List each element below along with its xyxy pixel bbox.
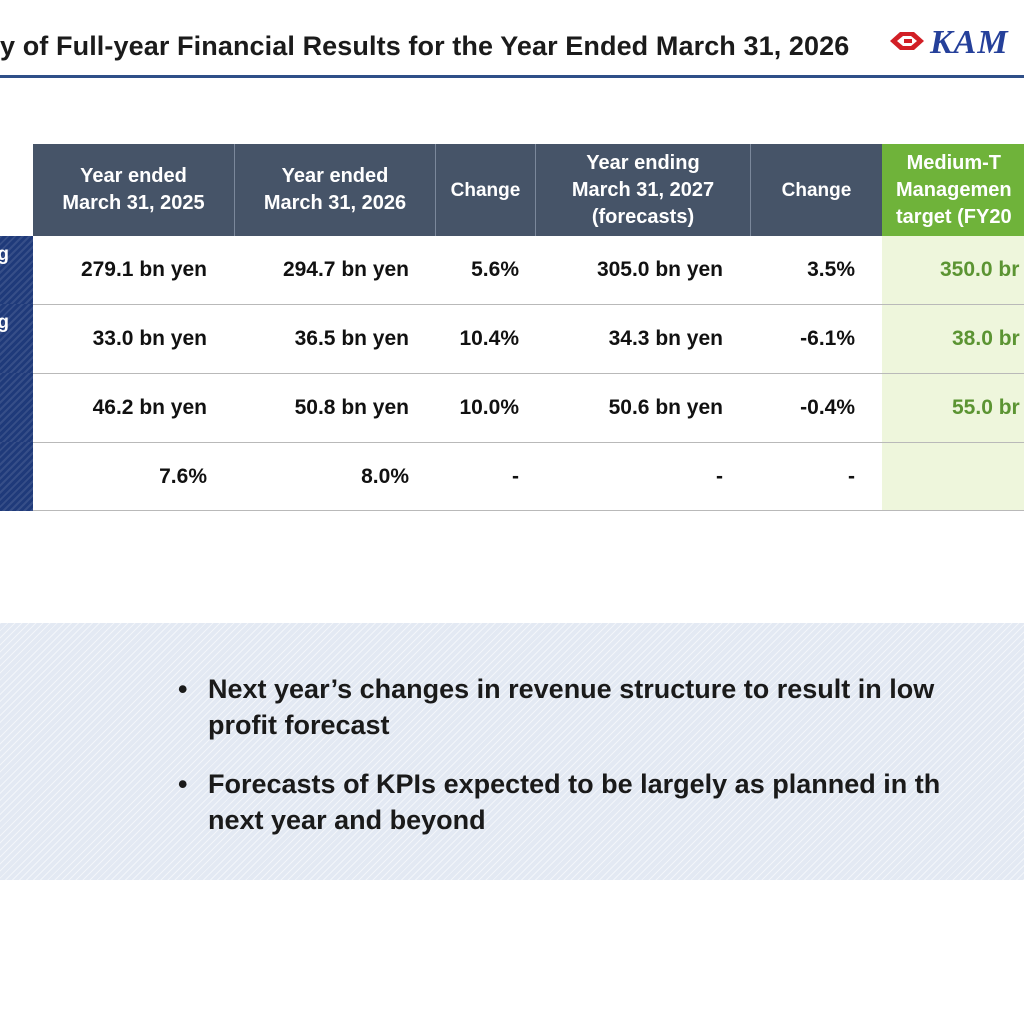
header-divider [234, 144, 235, 236]
title-divider [0, 75, 1024, 78]
cell-change-1: - [512, 465, 519, 488]
cell-change-2: -0.4% [800, 396, 855, 419]
header-divider [535, 144, 536, 236]
cell-change-2: - [848, 465, 855, 488]
header-fy2025: Year ended March 31, 2025 [33, 144, 234, 236]
cell-target: 350.0 br [940, 258, 1020, 281]
cell-change-1: 5.6% [471, 258, 519, 281]
row-divider [33, 373, 1024, 374]
header-divider [750, 144, 751, 236]
header-change-1: Change [436, 144, 535, 236]
row-label-ebitda [0, 373, 33, 442]
bullet-text: Next year’s changes in revenue structure… [208, 674, 935, 740]
cell-fy2027: 305.0 bn yen [596, 258, 723, 281]
cell-change-2: 3.5% [807, 258, 855, 281]
bullet-text: Forecasts of KPIs expected to be largely… [208, 769, 941, 835]
header-fy2027-forecast: Year ending March 31, 2027 (forecasts) [536, 144, 750, 236]
row-label-margin [0, 442, 33, 511]
cell-fy2027: - [716, 465, 723, 488]
logo-mark-icon [890, 32, 924, 50]
cell-target: 38.0 br [952, 327, 1020, 350]
cell-fy2026: 294.7 bn yen [282, 258, 409, 281]
header-medium-term-target: Medium-T Managemen target (FY20 [882, 144, 1024, 236]
row-divider [33, 304, 1024, 305]
table-row: 33.0 bn yen 36.5 bn yen 10.4% 34.3 bn ye… [33, 305, 1024, 373]
cell-target [952, 443, 1024, 511]
cell-fy2025: 46.2 bn yen [92, 396, 207, 419]
row-label-net-sales: g [0, 236, 33, 304]
cell-fy2025: 279.1 bn yen [80, 258, 207, 281]
slide-title: y of Full-year Financial Results for the… [0, 31, 850, 61]
cell-fy2026: 36.5 bn yen [294, 327, 409, 350]
cell-change-2: -6.1% [800, 327, 855, 350]
row-divider [33, 510, 1024, 511]
bullet-dot: • [178, 674, 188, 704]
cell-target: 55.0 br [952, 396, 1020, 419]
table-row: 279.1 bn yen 294.7 bn yen 5.6% 305.0 bn … [33, 236, 1024, 304]
cell-fy2026: 8.0% [361, 465, 409, 488]
company-logo: KAM [886, 24, 1024, 66]
logo-text: KAM [930, 24, 1009, 61]
table-row: 7.6% 8.0% - - - [33, 443, 1024, 511]
cell-change-1: 10.4% [459, 327, 519, 350]
header-fy2026: Year ended March 31, 2026 [235, 144, 435, 236]
cell-fy2025: 7.6% [159, 465, 207, 488]
cell-fy2027: 34.3 bn yen [608, 327, 723, 350]
row-divider [33, 442, 1024, 443]
bullet-dot: • [178, 769, 188, 799]
cell-fy2025: 33.0 bn yen [92, 327, 207, 350]
header-change-2: Change [751, 144, 882, 236]
row-label-operating-profit: g [0, 304, 33, 373]
cell-fy2026: 50.8 bn yen [294, 396, 409, 419]
cell-fy2027: 50.6 bn yen [608, 396, 723, 419]
table-row: 46.2 bn yen 50.8 bn yen 10.0% 50.6 bn ye… [33, 374, 1024, 442]
header-divider [435, 144, 436, 236]
summary-box: • Next year’s changes in revenue structu… [0, 623, 1024, 880]
cell-change-1: 10.0% [459, 396, 519, 419]
